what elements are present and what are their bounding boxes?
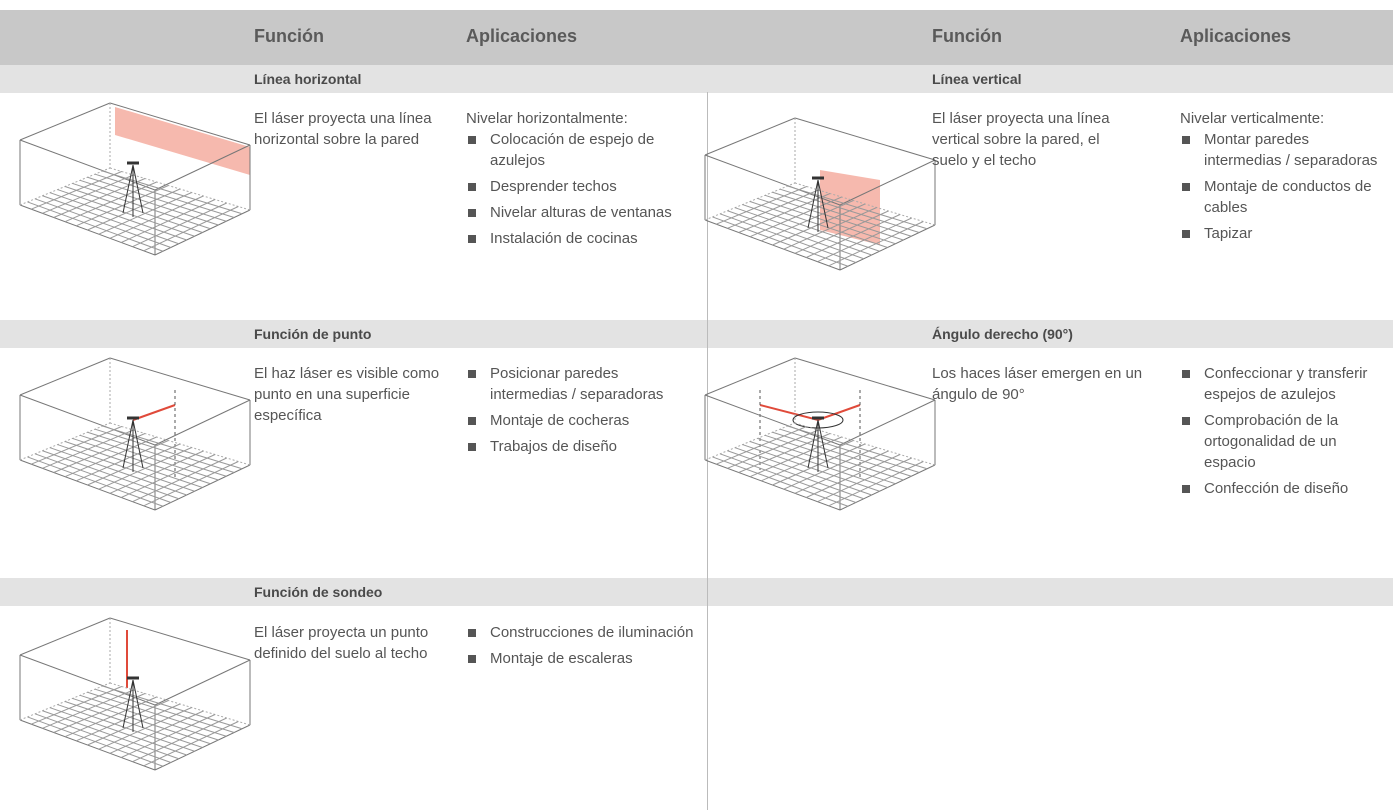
applications-intro: Nivelar horizontalmente: [466, 110, 628, 127]
application: Instalación de cocinas [466, 228, 696, 249]
description: Los haces láser emergen en un ángulo de … [932, 365, 1143, 403]
application: Posicionar paredes intermedias / separad… [466, 363, 696, 405]
applications: Posicionar paredes intermedias / separad… [466, 363, 696, 462]
illustration [700, 110, 940, 285]
illustration [15, 350, 255, 525]
applications: Nivelar verticalmente: Montar paredes in… [1180, 108, 1380, 249]
application: Montaje de escaleras [466, 648, 696, 669]
divider [707, 92, 708, 810]
application: Montaje de cocheras [466, 410, 696, 431]
application: Confección de diseño [1180, 478, 1380, 499]
application: Nivelar alturas de ventanas [466, 202, 696, 223]
column-header: Aplicaciones [1180, 26, 1292, 46]
application: Trabajos de diseño [466, 436, 696, 457]
application: Construcciones de iluminación [466, 622, 696, 643]
description: El láser proyecta una línea horizontal s… [254, 110, 432, 148]
illustration [15, 610, 255, 785]
application: Montar paredes intermedias / separadoras [1180, 129, 1380, 171]
section-title: Línea horizontal [254, 71, 362, 87]
description: El láser proyecta un punto definido del … [254, 624, 429, 662]
section-title: Función de sondeo [254, 584, 383, 600]
header-bar [0, 10, 1393, 65]
application: Confeccionar y transferir espejos de azu… [1180, 363, 1380, 405]
applications-intro: Nivelar verticalmente: [1180, 110, 1325, 127]
section-bar [0, 65, 1393, 93]
section-title: Ángulo derecho (90°) [932, 326, 1073, 342]
column-header: Función [254, 26, 324, 46]
application: Tapizar [1180, 223, 1380, 244]
application: Colocación de espejo de azulejos [466, 129, 696, 171]
application: Desprender techos [466, 176, 696, 197]
description: El láser proyecta una línea vertical sob… [932, 110, 1110, 169]
illustration [15, 95, 255, 270]
column-header: Aplicaciones [466, 26, 578, 46]
application: Comprobación de la ortogonalidad de un e… [1180, 410, 1380, 473]
application: Montaje de conductos de cables [1180, 176, 1380, 218]
illustration [700, 350, 940, 525]
section-title: Línea vertical [932, 71, 1022, 87]
section-bar [0, 320, 1393, 348]
description: El haz láser es visible como punto en un… [254, 365, 440, 424]
column-header: Función [932, 26, 1002, 46]
applications: Confeccionar y transferir espejos de azu… [1180, 363, 1380, 504]
applications: Construcciones de iluminación Montaje de… [466, 622, 696, 674]
section-bar [0, 578, 1393, 606]
applications: Nivelar horizontalmente: Colocación de e… [466, 108, 696, 254]
section-title: Función de punto [254, 326, 372, 342]
